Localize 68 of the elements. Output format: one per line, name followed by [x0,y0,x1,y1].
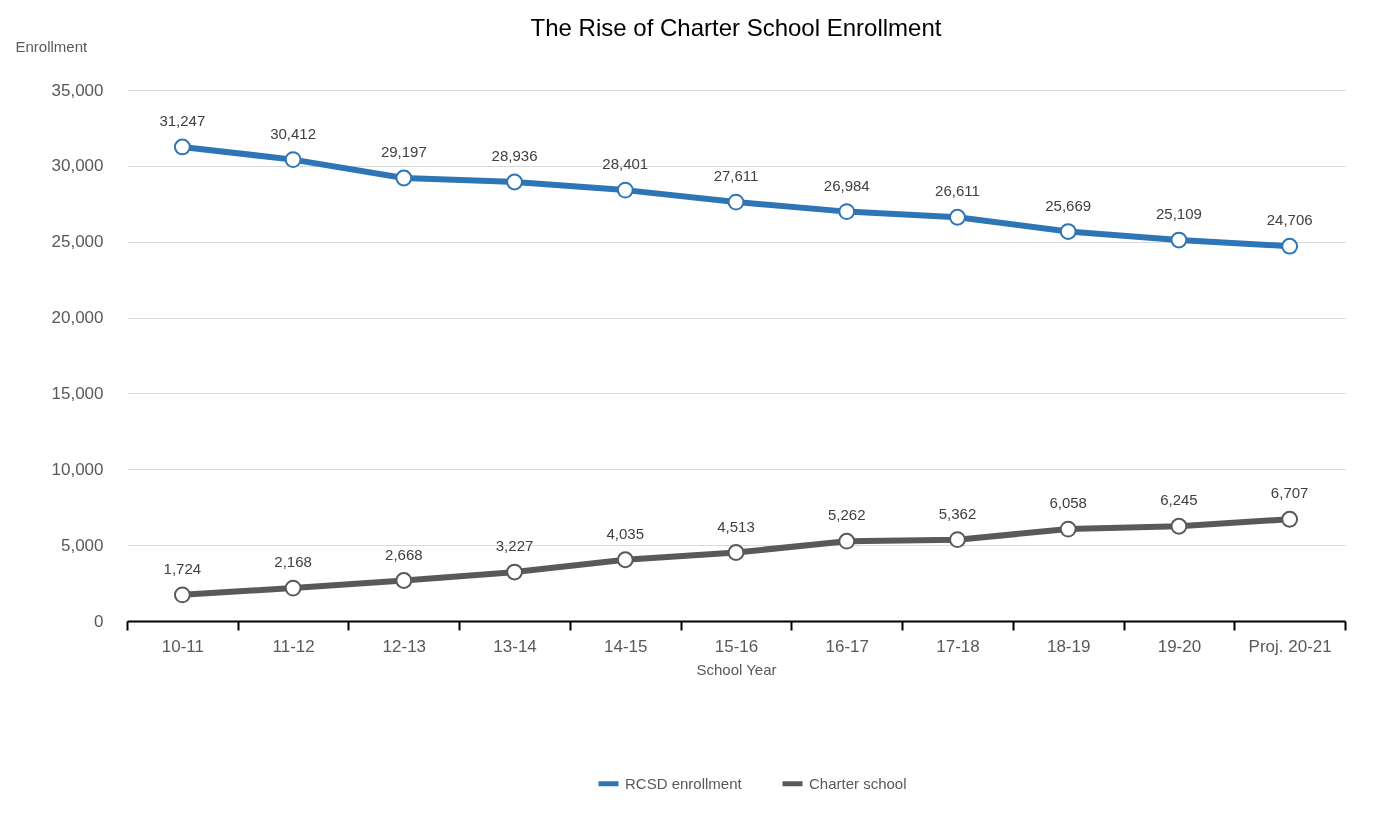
y-axis-title: Enrollment [15,37,89,55]
point [949,208,966,226]
data-label: 31,247 [159,111,206,129]
legend-label: Charter school [809,774,907,792]
data-label: 29,197 [380,143,427,161]
point [395,572,413,589]
data-label: 26,984 [823,176,870,194]
point [1059,223,1077,240]
point [838,203,856,221]
point [727,544,745,561]
y-tick-label: 15,000 [51,383,104,403]
data-label: 25,669 [1045,196,1092,214]
x-tick-label: 15-16 [714,636,759,656]
data-label: 5,362 [938,504,977,522]
point [727,193,745,211]
x-tick-label: Proj. 20-21 [1248,636,1332,656]
y-tick-label: 5,000 [60,535,104,555]
point [616,181,634,199]
data-label: 3,227 [495,537,534,555]
x-tick-label: 17-18 [936,636,980,656]
x-tick-label: 12-13 [382,636,427,656]
y-tick-label: 35,000 [51,80,104,100]
point [173,586,191,604]
data-label: 4,035 [606,524,645,542]
point [506,173,523,191]
x-tick-label: 11-12 [272,636,315,656]
point [1170,517,1188,535]
data-label: 4,513 [717,517,755,535]
x-tick-label: 10-11 [161,636,204,656]
x-tick-label: 14-15 [604,636,648,656]
point [1281,237,1299,255]
y-tick-label: 20,000 [51,308,104,328]
data-label: 30,412 [270,124,317,142]
x-tick-label: 13-14 [493,636,537,656]
chart-title: The Rise of Charter School Enrollment [530,14,942,41]
point [506,563,523,581]
data-label: 5,262 [827,506,866,524]
x-tick-label: 19-20 [1157,636,1202,656]
data-label: 24,706 [1266,211,1313,229]
y-tick-label: 0 [94,611,104,631]
data-label: 27,611 [713,167,759,185]
point [395,169,413,187]
data-label: 6,245 [1160,491,1198,509]
y-tick-label: 25,000 [51,232,104,252]
point [173,138,191,156]
point [284,579,302,597]
y-tick-label: 10,000 [51,459,104,479]
point [284,151,302,169]
data-label: 6,707 [1270,484,1309,502]
data-label: 28,936 [491,147,538,164]
point [838,532,856,550]
data-label: 28,401 [602,155,649,173]
point [1059,520,1077,538]
data-label: 6,058 [1049,494,1087,512]
y-tick-label: 30,000 [51,156,104,176]
data-label: 1,724 [163,559,202,577]
point [1170,231,1188,249]
data-label: 26,611 [935,182,980,200]
point [616,551,634,569]
x-tick-label: 16-17 [825,636,869,656]
data-label: 25,109 [1155,205,1202,223]
point [949,531,966,549]
legend-label: RCSD enrollment [625,774,743,792]
data-label: 2,668 [385,545,423,563]
point [1281,510,1299,528]
x-axis-title: School Year [696,660,777,678]
data-label: 2,168 [274,553,312,571]
x-tick-label: 18-19 [1046,636,1091,656]
